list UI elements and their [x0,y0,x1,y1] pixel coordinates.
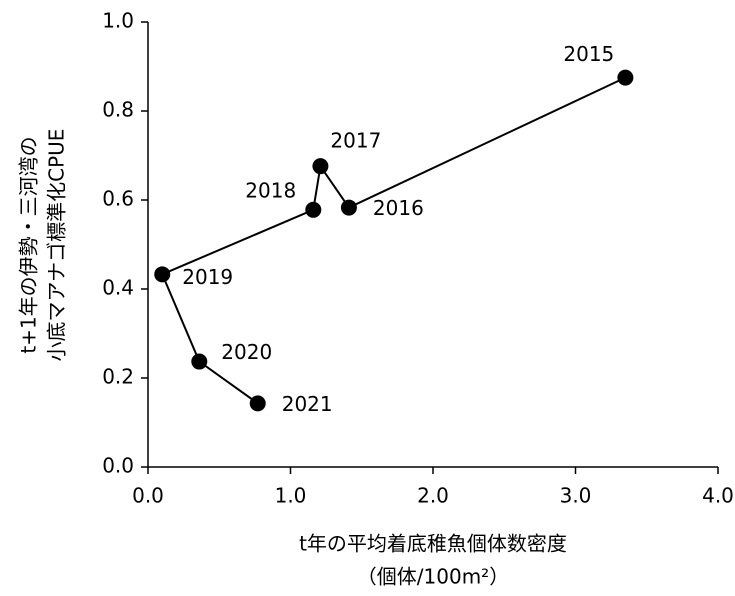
point-label: 2021 [282,392,333,416]
point-label: 2017 [330,129,381,153]
x-tick-label: 3.0 [560,484,592,508]
y-axis-label-line: 小底マアナゴ標準化CPUE [45,129,69,362]
point [305,201,322,218]
point-label: 2018 [245,178,296,202]
point [312,158,329,175]
y-tick-label: 0.4 [102,276,134,300]
y-tick-label: 0.2 [102,365,134,389]
point-label: 2020 [221,340,272,364]
y-tick-label: 0.8 [102,98,134,122]
y-axis-label: t+1年の伊勢・三河湾の 小底マアナゴ標準化CPUE [17,129,69,362]
point [154,266,171,283]
y-tick-label: 0.6 [102,187,134,211]
x-tick-label: 0.0 [132,484,164,508]
point-label: 2016 [373,196,424,220]
point-label: 2019 [182,265,233,289]
x-tick-label: 4.0 [702,484,734,508]
x-axis-label-line: t年の平均着底稚魚個体数密度 [299,532,567,556]
point [191,353,208,370]
x-tick-label: 2.0 [417,484,449,508]
point-label: 2015 [563,42,614,66]
point [340,199,357,216]
x-tick-label: 1.0 [275,484,307,508]
y-tick-label: 0.0 [102,454,134,478]
point [617,69,634,86]
y-tick-label: 1.0 [102,9,134,33]
point [249,395,266,412]
y-axis-label-line: t+1年の伊勢・三河湾の [17,136,41,353]
x-axis-label-line: （個体/100m²） [357,565,509,589]
